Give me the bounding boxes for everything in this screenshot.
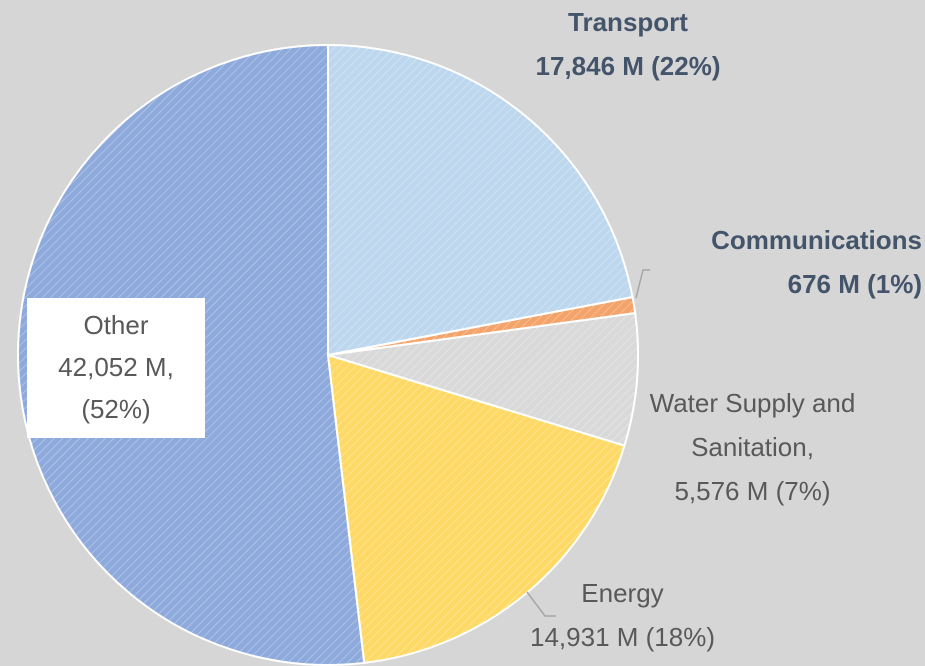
slice-borders bbox=[17, 43, 639, 666]
category-label: Transport bbox=[568, 7, 688, 37]
value-label: 676 M (1%) bbox=[787, 269, 922, 299]
slice-border bbox=[327, 43, 634, 357]
category-label: Communications bbox=[711, 225, 922, 255]
category-label: Energy bbox=[581, 578, 664, 608]
value-label: 42,052 M, (52%) bbox=[58, 352, 174, 424]
leader-line bbox=[635, 269, 650, 299]
leader-line bbox=[526, 591, 556, 617]
slice-label: Other 42,052 M, (52%) bbox=[27, 298, 205, 438]
slice-border bbox=[326, 353, 626, 664]
slice-label: Communications 676 M (1%) bbox=[640, 218, 922, 306]
category-label: Water Supply and Sanitation, bbox=[649, 388, 856, 462]
value-label: 5,576 M (7%) bbox=[674, 476, 831, 506]
slice-label: Water Supply and Sanitation, 5,576 M (7%) bbox=[630, 381, 875, 513]
slice-border bbox=[17, 43, 366, 666]
slice-label: Energy 14,931 M (18%) bbox=[490, 571, 755, 659]
slice-label: Transport 17,846 M (22%) bbox=[478, 0, 778, 88]
value-label: 14,931 M (18%) bbox=[530, 622, 715, 652]
category-label: Other bbox=[83, 310, 149, 340]
slice-border bbox=[327, 312, 639, 447]
value-label: 17,846 M (22%) bbox=[535, 51, 721, 81]
